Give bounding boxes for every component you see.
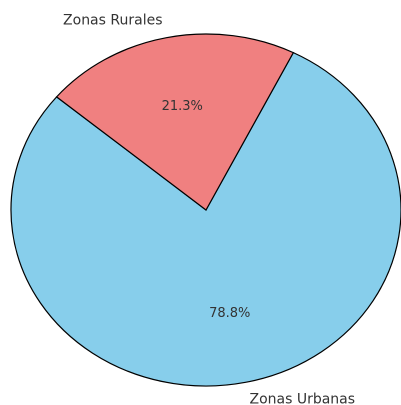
slice-category-label: Zonas Urbanas — [249, 392, 355, 405]
pie-slice — [55, 33, 295, 211]
pie-slice — [10, 51, 401, 387]
slice-percent-label: 21.3% — [162, 99, 203, 114]
slice-percent-label: 78.8% — [209, 306, 250, 321]
slice-category-label: Zonas Rurales — [63, 12, 162, 28]
